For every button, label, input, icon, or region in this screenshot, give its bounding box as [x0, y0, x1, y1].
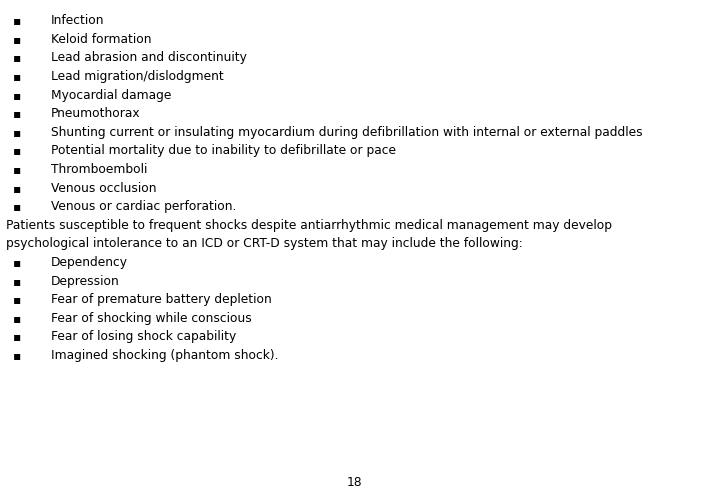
Text: ▪: ▪: [13, 51, 21, 64]
Text: Potential mortality due to inability to defibrillate or pace: Potential mortality due to inability to …: [51, 144, 396, 157]
Text: ▪: ▪: [13, 182, 21, 195]
Text: Keloid formation: Keloid formation: [51, 33, 152, 46]
Text: Fear of losing shock capability: Fear of losing shock capability: [51, 330, 236, 344]
Text: Thromboemboli: Thromboemboli: [51, 163, 147, 176]
Text: Imagined shocking (phantom shock).: Imagined shocking (phantom shock).: [51, 349, 278, 362]
Text: ▪: ▪: [13, 107, 21, 120]
Text: Patients susceptible to frequent shocks despite antiarrhythmic medical managemen: Patients susceptible to frequent shocks …: [6, 219, 612, 232]
Text: Venous occlusion: Venous occlusion: [51, 182, 156, 195]
Text: ▪: ▪: [13, 312, 21, 325]
Text: ▪: ▪: [13, 256, 21, 269]
Text: ▪: ▪: [13, 126, 21, 139]
Text: Fear of shocking while conscious: Fear of shocking while conscious: [51, 312, 252, 325]
Text: ▪: ▪: [13, 33, 21, 46]
Text: ▪: ▪: [13, 200, 21, 213]
Text: ▪: ▪: [13, 293, 21, 306]
Text: Pneumothorax: Pneumothorax: [51, 107, 141, 120]
Text: Lead abrasion and discontinuity: Lead abrasion and discontinuity: [51, 51, 247, 64]
Text: Myocardial damage: Myocardial damage: [51, 89, 171, 102]
Text: ▪: ▪: [13, 70, 21, 83]
Text: Venous or cardiac perforation.: Venous or cardiac perforation.: [51, 200, 236, 213]
Text: ▪: ▪: [13, 275, 21, 288]
Text: psychological intolerance to an ICD or CRT-D system that may include the followi: psychological intolerance to an ICD or C…: [6, 237, 523, 250]
Text: ▪: ▪: [13, 14, 21, 27]
Text: 18: 18: [346, 476, 362, 489]
Text: ▪: ▪: [13, 349, 21, 362]
Text: ▪: ▪: [13, 144, 21, 157]
Text: Shunting current or insulating myocardium during defibrillation with internal or: Shunting current or insulating myocardiu…: [51, 126, 643, 139]
Text: ▪: ▪: [13, 89, 21, 102]
Text: Infection: Infection: [51, 14, 105, 27]
Text: Depression: Depression: [51, 275, 120, 288]
Text: Dependency: Dependency: [51, 256, 128, 269]
Text: Lead migration/dislodgment: Lead migration/dislodgment: [51, 70, 224, 83]
Text: Fear of premature battery depletion: Fear of premature battery depletion: [51, 293, 272, 306]
Text: ▪: ▪: [13, 163, 21, 176]
Text: ▪: ▪: [13, 330, 21, 344]
